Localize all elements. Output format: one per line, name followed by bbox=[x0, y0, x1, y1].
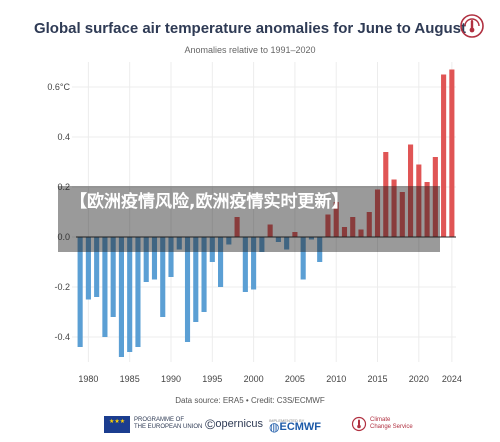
copernicus-c-icon: © bbox=[205, 415, 216, 432]
bar bbox=[143, 237, 149, 282]
bar bbox=[308, 237, 314, 240]
bar bbox=[391, 179, 397, 237]
x-tick-label: 1985 bbox=[120, 374, 140, 384]
bar bbox=[366, 212, 372, 237]
bar bbox=[341, 227, 348, 237]
eu-label-line1: PROGRAMME OF bbox=[134, 417, 185, 423]
x-tick-label: 2020 bbox=[409, 374, 429, 384]
c3s-label-line1: Climate bbox=[370, 417, 391, 423]
bar bbox=[209, 237, 215, 262]
bar bbox=[176, 237, 182, 250]
bar bbox=[234, 217, 240, 237]
footer-logos: ★★★ PROGRAMME OF THE EUROPEAN UNION © op… bbox=[0, 411, 500, 436]
bar bbox=[383, 152, 389, 237]
climate-service-logo-icon bbox=[460, 14, 484, 38]
x-tick-label: 1990 bbox=[161, 374, 181, 384]
eu-programme-logo: ★★★ PROGRAMME OF THE EUROPEAN UNION bbox=[104, 414, 202, 434]
bar bbox=[350, 217, 356, 237]
bar bbox=[168, 237, 174, 277]
bar bbox=[85, 237, 91, 300]
bar bbox=[259, 237, 265, 252]
data-source-note: Data source: ERA5 • Credit: C3S/ECMWF bbox=[175, 396, 325, 405]
x-tick-label: 1995 bbox=[202, 374, 222, 384]
eu-label-line2: THE EUROPEAN UNION bbox=[134, 424, 203, 430]
ecmwf-implemented-label: IMPLEMENTED BY bbox=[269, 418, 305, 423]
bar bbox=[242, 237, 248, 292]
y-tick-label: 0.4 bbox=[57, 132, 70, 142]
bar bbox=[399, 192, 405, 237]
bar bbox=[432, 157, 438, 237]
overlay-banner bbox=[58, 186, 440, 252]
copernicus-logo: © opernicus bbox=[205, 414, 263, 434]
x-tick-label: 2010 bbox=[326, 374, 346, 384]
bar bbox=[317, 237, 323, 262]
bar bbox=[193, 237, 199, 322]
chart-subtitle: Anomalies relative to 1991–2020 bbox=[184, 45, 316, 55]
bar bbox=[77, 237, 83, 347]
bar bbox=[118, 237, 124, 357]
bar bbox=[201, 237, 207, 312]
x-tick-label: 2024 bbox=[442, 374, 462, 384]
bar bbox=[325, 214, 331, 237]
bar bbox=[333, 202, 339, 237]
bar bbox=[292, 232, 298, 237]
overlay-banner-text[interactable]: 【欧洲疫情风险,欧洲疫情实时更新】 bbox=[70, 192, 349, 212]
x-tick-label: 2000 bbox=[244, 374, 264, 384]
y-tick-label: 0.0 bbox=[57, 232, 70, 242]
y-tick-label: -0.4 bbox=[54, 332, 70, 342]
bar bbox=[416, 164, 422, 237]
ecmwf-logo: IMPLEMENTED BY ◍ ECMWF bbox=[269, 414, 321, 434]
bar bbox=[135, 237, 141, 347]
bar bbox=[408, 144, 414, 237]
chart-title: Global surface air temperature anomalies… bbox=[33, 20, 467, 37]
x-tick-label: 2015 bbox=[368, 374, 388, 384]
bar bbox=[374, 189, 381, 237]
bar bbox=[284, 237, 290, 250]
bar bbox=[267, 224, 273, 237]
c3s-logo: Climate Change Service bbox=[351, 414, 413, 434]
bar bbox=[184, 237, 191, 342]
x-tick-label: 1980 bbox=[78, 374, 98, 384]
bar bbox=[300, 237, 306, 280]
bar bbox=[160, 237, 166, 317]
bar bbox=[110, 237, 116, 317]
bar bbox=[424, 182, 430, 237]
bar bbox=[275, 237, 281, 242]
bar bbox=[226, 237, 232, 245]
ecmwf-globe-icon: ◍ bbox=[269, 420, 280, 434]
y-tick-label: -0.2 bbox=[54, 282, 70, 292]
c3s-thermometer-icon bbox=[351, 416, 367, 432]
y-tick-label: 0.6°C bbox=[47, 82, 70, 92]
bar bbox=[441, 74, 447, 237]
copernicus-label: opernicus bbox=[215, 417, 264, 430]
bar bbox=[94, 237, 100, 297]
bar bbox=[151, 237, 158, 280]
bar bbox=[251, 237, 257, 290]
eu-flag-icon: ★★★ bbox=[104, 415, 130, 433]
x-tick-label: 2005 bbox=[285, 374, 305, 384]
bar bbox=[127, 237, 133, 352]
c3s-label-line2: Change Service bbox=[370, 424, 413, 430]
y-tick-label: 0.2 bbox=[57, 182, 70, 192]
bar bbox=[102, 237, 108, 337]
bar bbox=[449, 69, 455, 237]
bar bbox=[358, 229, 364, 237]
ecmwf-label: ECMWF bbox=[279, 421, 322, 433]
bar bbox=[218, 237, 224, 287]
